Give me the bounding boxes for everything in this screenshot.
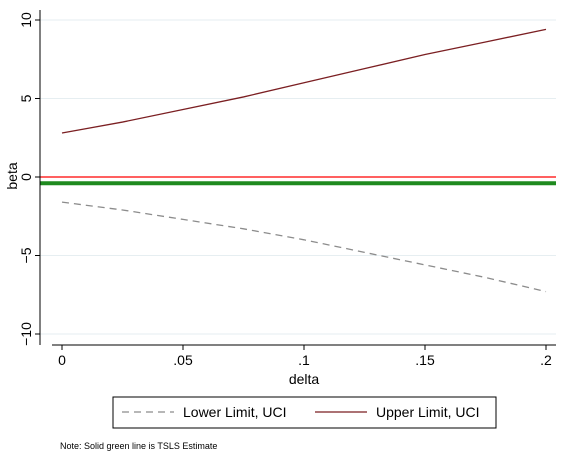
y-tick-label-2: 0 (18, 173, 34, 181)
legend-label-lower: Lower Limit, UCI (183, 404, 286, 420)
x-tick-label-2: .1 (298, 352, 310, 368)
chart-note: Note: Solid green line is TSLS Estimate (60, 441, 217, 451)
y-tick-label-0: −10 (18, 322, 34, 346)
x-tick-label-0: 0 (58, 352, 66, 368)
series-upper-limit-line (61, 28, 547, 134)
x-axis-title: delta (289, 371, 320, 387)
x-tick-label-1: .05 (173, 352, 193, 368)
y-tick-label-1: −5 (18, 247, 34, 263)
y-tick-label-3: 5 (18, 94, 34, 102)
legend-box (112, 396, 497, 429)
legend: Lower Limit, UCI Upper Limit, UCI (112, 396, 497, 429)
series-lower-limit-line (61, 201, 547, 293)
x-tick-label-4: .2 (540, 352, 552, 368)
axes-layer: −10 −5 0 5 10 0 .05 .1 .15 .2 (18, 10, 556, 368)
y-tick-label-4: 10 (18, 12, 34, 28)
x-tick-label-3: .15 (415, 352, 435, 368)
reference-lines (40, 176, 556, 186)
legend-label-upper: Upper Limit, UCI (376, 404, 479, 420)
series-layer (61, 28, 547, 293)
y-axis-title: beta (4, 162, 20, 189)
